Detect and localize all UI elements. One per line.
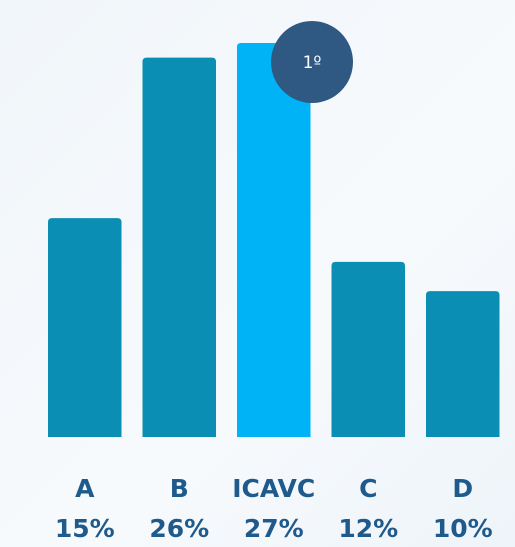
category-label: D bbox=[452, 474, 473, 503]
category-label: B bbox=[170, 474, 189, 503]
rank-badge bbox=[271, 21, 353, 103]
value-label: 26% bbox=[149, 514, 209, 543]
value-label: 10% bbox=[433, 514, 493, 543]
bar bbox=[142, 57, 216, 438]
bars bbox=[48, 43, 500, 438]
value-label: 12% bbox=[338, 514, 398, 543]
rank-badge-label: 1º bbox=[303, 53, 322, 73]
value-label: 27% bbox=[244, 514, 304, 543]
bar bbox=[237, 43, 311, 437]
value-label: 15% bbox=[55, 514, 115, 543]
category-label: C bbox=[359, 474, 377, 503]
category-label: ICAVC bbox=[232, 474, 315, 503]
bar bbox=[426, 291, 500, 437]
bar bbox=[331, 261, 405, 437]
bar bbox=[48, 218, 122, 437]
category-label: A bbox=[75, 474, 95, 503]
